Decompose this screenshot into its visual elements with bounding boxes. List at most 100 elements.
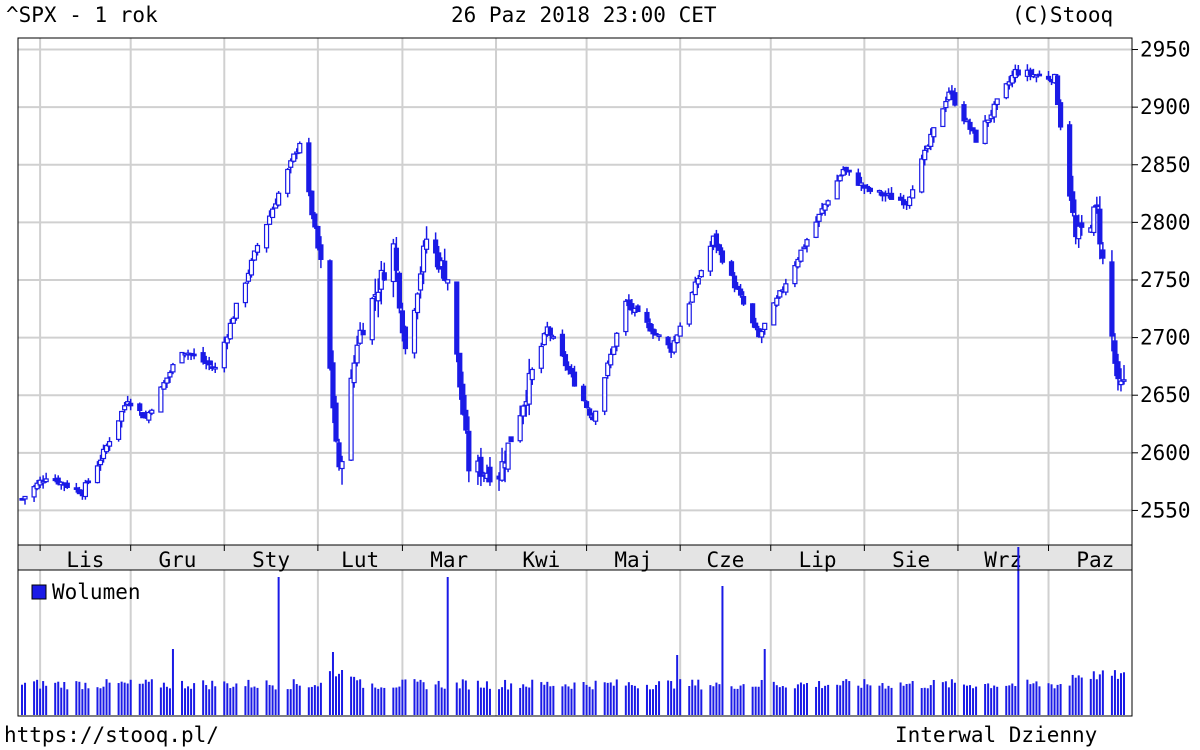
- month-tick-label: Sie: [892, 548, 930, 572]
- candle-body: [795, 258, 801, 268]
- candle-body: [354, 344, 360, 364]
- candle-body: [161, 382, 167, 390]
- volume-legend-label: Wolumen: [52, 580, 141, 604]
- candle-body: [466, 430, 472, 472]
- candle-body: [665, 336, 671, 346]
- candle-body: [1094, 204, 1100, 208]
- candle-body: [73, 487, 79, 490]
- candle-body: [740, 296, 747, 305]
- month-tick-label: Paz: [1076, 548, 1114, 572]
- candle-body: [801, 246, 807, 250]
- candle-body: [605, 362, 611, 377]
- candle-body: [351, 362, 357, 384]
- candle-body: [137, 403, 143, 412]
- candle-body: [1003, 83, 1009, 99]
- candle-body: [774, 297, 780, 306]
- candle-body: [146, 411, 152, 421]
- candle-body: [1067, 124, 1073, 197]
- candle-body: [734, 285, 741, 290]
- candle-body: [64, 482, 70, 488]
- candle-body: [167, 371, 173, 378]
- candle-body: [864, 185, 870, 189]
- candle-body: [266, 215, 273, 225]
- candle-body: [273, 203, 279, 209]
- candle-body: [967, 121, 973, 130]
- candle-body: [771, 302, 777, 326]
- price-grid: [18, 38, 1132, 545]
- candle-body: [707, 245, 713, 272]
- candle-body: [460, 383, 466, 415]
- candle-body: [753, 322, 759, 329]
- candle-body: [122, 405, 128, 411]
- candle-body: [593, 410, 599, 422]
- candle-body: [43, 478, 49, 483]
- candle-body: [623, 300, 629, 333]
- y-tick-label: 2900: [1140, 95, 1191, 119]
- month-tick-label: Lip: [799, 548, 837, 572]
- y-tick-label: 2600: [1140, 441, 1191, 465]
- candle-body: [369, 297, 375, 341]
- volume-bars: [21, 547, 1125, 715]
- candle-body: [348, 377, 354, 461]
- candle-body: [825, 200, 831, 206]
- candle-body: [414, 293, 421, 314]
- candle-body: [487, 466, 493, 483]
- candle-body: [922, 149, 928, 161]
- source-url[interactable]: https://stooq.pl/: [4, 723, 219, 747]
- candle-body: [587, 408, 593, 416]
- volume-legend-marker: [31, 584, 47, 600]
- candle-body: [656, 334, 662, 338]
- candle-body: [538, 345, 544, 369]
- candle-body: [982, 120, 988, 145]
- candle-body: [547, 327, 553, 336]
- candle-body: [478, 456, 484, 477]
- candle-body: [858, 182, 864, 186]
- candle-body: [212, 366, 218, 370]
- candle-body: [420, 245, 427, 273]
- candle-body: [674, 334, 680, 344]
- candle-body: [200, 352, 206, 363]
- candle-body: [1009, 75, 1015, 84]
- candle-body: [55, 477, 61, 485]
- candle-body: [433, 239, 439, 254]
- candle-body: [614, 332, 620, 347]
- candle-body: [1054, 75, 1061, 106]
- candle-body: [224, 336, 230, 344]
- candle-body: [330, 362, 336, 409]
- candle-body: [1057, 102, 1064, 128]
- candle-body: [698, 270, 704, 278]
- candle-body: [245, 272, 252, 282]
- candle-body: [254, 244, 261, 253]
- candle-body: [164, 377, 170, 384]
- candle-body: [888, 192, 895, 200]
- candle-body: [297, 142, 303, 154]
- candle-body: [520, 405, 526, 417]
- y-tick-label: 2750: [1140, 268, 1191, 292]
- candle-body: [128, 402, 134, 407]
- candle-body: [713, 233, 720, 248]
- candle-body: [840, 168, 846, 176]
- candle-body: [1045, 75, 1052, 80]
- candle-body: [94, 465, 101, 484]
- candle-body: [798, 249, 804, 262]
- candle-body: [423, 238, 430, 250]
- candle-body: [991, 103, 997, 118]
- candle-body: [333, 402, 339, 442]
- candle-body: [629, 303, 635, 311]
- candle-body: [251, 250, 258, 261]
- candle-body: [928, 133, 934, 147]
- candle-body: [559, 333, 566, 357]
- candle-body: [411, 309, 418, 354]
- candle-body: [562, 354, 569, 367]
- chart-date: 26 Paz 2018 23:00 CET: [451, 3, 717, 27]
- month-axis: Lis Gru Sty Lut Mar Kwi Maj Cze Lip Sie Wrz Paz: [17, 544, 1133, 572]
- candle-body: [119, 410, 125, 422]
- candle-body: [804, 239, 810, 247]
- candle-body: [242, 282, 249, 304]
- candle-body: [931, 127, 937, 138]
- y-tick-label: 2850: [1140, 153, 1191, 177]
- candle-body: [737, 288, 744, 296]
- candle-body: [608, 353, 614, 366]
- month-tick-label: Wrz: [984, 548, 1022, 572]
